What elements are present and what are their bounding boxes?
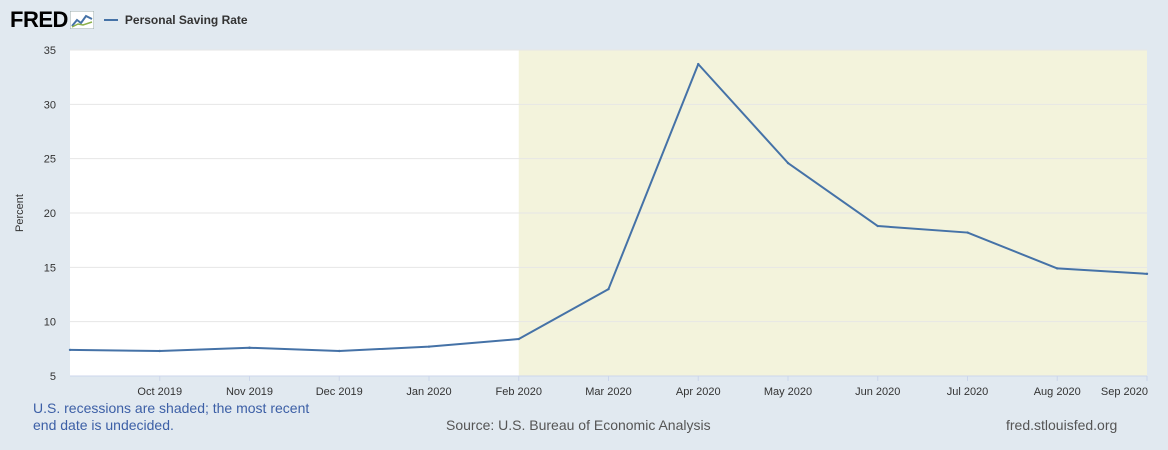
- data-point: [68, 348, 72, 352]
- x-tick-label: Aug 2020: [1034, 386, 1081, 398]
- chart-logo-icon: [69, 11, 94, 29]
- x-tick-label: Sep 2020: [1101, 386, 1148, 398]
- legend-label: Personal Saving Rate: [124, 13, 248, 27]
- x-tick-label: Mar 2020: [585, 386, 631, 398]
- data-point: [248, 346, 251, 349]
- y-tick-label: 10: [44, 317, 56, 329]
- data-point: [158, 349, 161, 353]
- source-text: Source: U.S. Bureau of Economic Analysis: [446, 417, 711, 433]
- y-tick-label: 30: [44, 99, 56, 111]
- x-tick-label: May 2020: [764, 386, 812, 398]
- x-tick-label: Apr 2020: [676, 386, 721, 398]
- x-tick-label: Dec 2019: [316, 386, 363, 398]
- chart-legend[interactable]: Personal Saving Rate: [103, 13, 248, 27]
- fred-logo[interactable]: FRED: [10, 7, 68, 32]
- data-point: [1145, 272, 1149, 276]
- y-axis-label: Percent: [14, 194, 26, 232]
- site-url[interactable]: fred.stlouisfed.org: [1006, 417, 1118, 433]
- y-tick-label: 15: [44, 262, 56, 274]
- data-point: [697, 62, 700, 66]
- data-point: [876, 224, 879, 228]
- x-tick-label: Feb 2020: [496, 386, 542, 398]
- legend-swatch: [103, 19, 118, 21]
- data-point: [338, 349, 341, 353]
- y-tick-label: 35: [44, 45, 56, 57]
- data-point: [607, 287, 610, 291]
- y-tick-label: 25: [44, 154, 56, 166]
- x-tick-label: Oct 2019: [137, 386, 182, 398]
- x-tick-label: Jul 2020: [947, 386, 989, 398]
- data-point: [427, 345, 431, 348]
- data-point: [786, 161, 790, 165]
- data-point: [966, 231, 969, 234]
- x-tick-label: Jan 2020: [406, 386, 451, 398]
- x-tick-label: Jun 2020: [855, 386, 900, 398]
- data-point: [517, 337, 520, 341]
- x-tick-label: Nov 2019: [226, 386, 273, 398]
- recession-note: U.S. recessions are shaded; the most rec…: [33, 400, 310, 433]
- chart-header: FRED Personal Saving Rate: [10, 6, 248, 34]
- y-tick-label: 20: [44, 208, 56, 220]
- data-point: [1056, 267, 1059, 270]
- y-tick-label: 5: [50, 371, 56, 383]
